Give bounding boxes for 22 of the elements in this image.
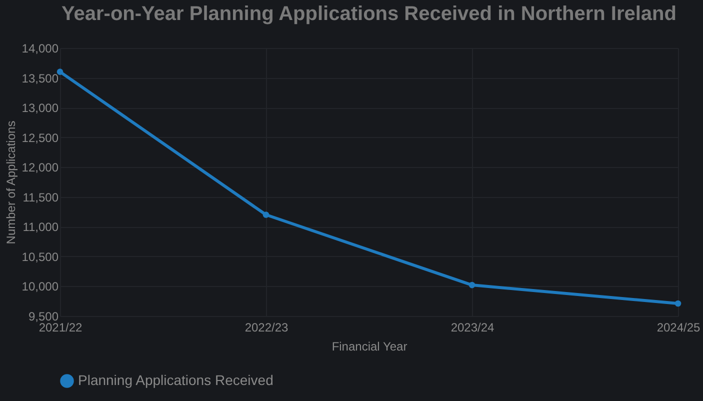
y-tick-label: 9,500 — [28, 310, 59, 324]
y-tick-label: 10,000 — [22, 280, 59, 294]
x-tick-label: 2024/25 — [656, 320, 701, 334]
x-tick-label: 2021/22 — [38, 320, 83, 334]
y-tick-label: 12,500 — [22, 130, 59, 145]
x-tick-label: 2023/24 — [450, 320, 495, 334]
y-tick-label: 13,000 — [22, 101, 59, 116]
point — [262, 212, 270, 218]
legend-label: Planning Applications Received — [78, 372, 274, 388]
x-tick-label: 2022/23 — [244, 320, 289, 334]
point — [468, 282, 476, 288]
y-tick-label: 14,000 — [22, 42, 59, 56]
y-tick-label: 10,500 — [22, 250, 59, 264]
point — [56, 68, 64, 75]
chart-title: Year-on-Year Planning Applications Received in Northern Ireland — [62, 3, 676, 25]
y-tick-label: 11,500 — [22, 190, 59, 204]
x-axis-title: Financial Year — [332, 340, 408, 354]
point — [674, 300, 682, 307]
y-axis-title: Number of Applications — [4, 120, 18, 244]
y-tick-label: 12,000 — [22, 160, 59, 175]
y-tick-label: 11,000 — [22, 220, 59, 234]
y-tick-label: 13,500 — [22, 71, 59, 86]
